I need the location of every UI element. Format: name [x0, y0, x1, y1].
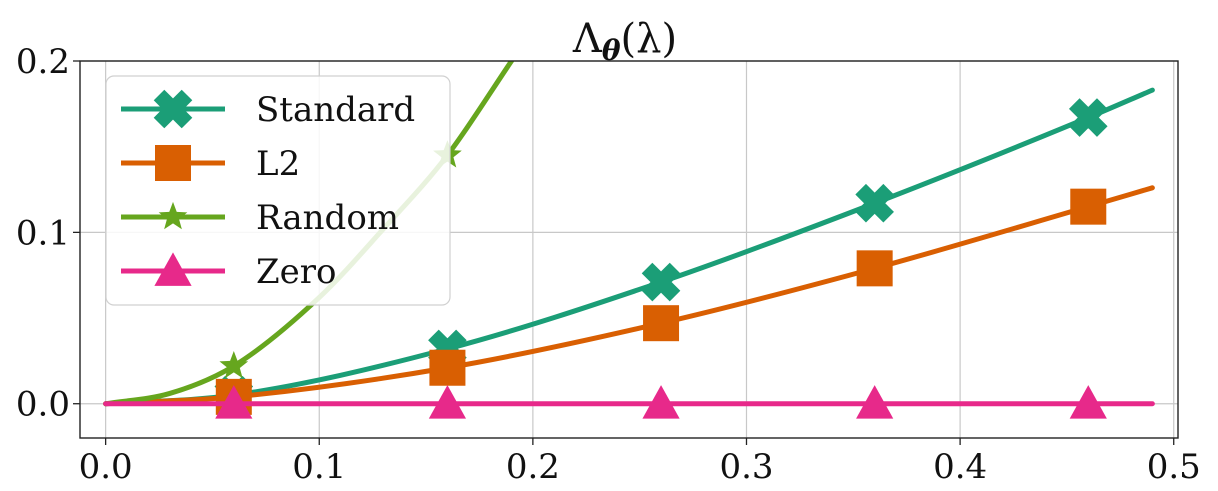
series-l2: [103, 185, 1155, 415]
legend-label: Zero: [256, 252, 336, 292]
marker-random-0: [219, 350, 249, 379]
marker-zero-3: [856, 385, 894, 419]
legend-label: Random: [256, 198, 399, 238]
legend-marker-l2: [155, 145, 191, 181]
legend-item-standard: Standard: [121, 89, 415, 130]
legend: Standard L2 Random Zero: [105, 75, 451, 306]
y-tick-label: 0.1: [16, 213, 70, 253]
legend-label: L2: [256, 144, 300, 184]
legend-item-zero: Zero: [121, 252, 336, 292]
x-tick-label: 0.0: [79, 447, 133, 487]
marker-zero-4: [1069, 385, 1107, 419]
x-tick-label: 0.5: [1147, 447, 1201, 487]
title-base: Λ: [572, 16, 603, 62]
legend-marker-standard: [153, 89, 193, 129]
x-tick-label: 0.3: [719, 447, 773, 487]
axis-ticks: 0.0 0.1 0.2 0.3 0.4 0.5 0.0 0.1 0.2: [16, 42, 1201, 487]
marker-standard-2: [641, 262, 681, 302]
x-tick-label: 0.1: [292, 447, 346, 487]
chart-title: Λθ(λ): [572, 16, 677, 67]
marker-l2-2: [643, 305, 680, 342]
y-tick-label: 0.2: [16, 42, 70, 82]
plot-frame: [79, 60, 1179, 439]
marker-standard-4: [1068, 98, 1108, 137]
legend-marker-zero: [154, 252, 192, 286]
legend-box: [105, 75, 451, 306]
marker-l2-1: [429, 349, 466, 386]
series-zero: [103, 385, 1155, 419]
legend-item-l2: L2: [121, 144, 300, 184]
legend-label: Standard: [256, 90, 415, 130]
marker-standard-3: [855, 183, 894, 223]
title-argument: (λ): [621, 16, 678, 62]
y-tick-label: 0.0: [16, 385, 70, 425]
marker-zero-0: [215, 385, 253, 419]
marker-zero-2: [642, 385, 680, 419]
legend-marker-random: [158, 201, 188, 230]
marker-l2-4: [1070, 188, 1107, 225]
marker-zero-1: [428, 385, 467, 419]
title-subscript: θ: [602, 34, 621, 67]
legend-item-random: Random: [121, 198, 399, 238]
series-layer: [103, 61, 1155, 419]
marker-l2-3: [856, 250, 893, 287]
x-tick-label: 0.4: [933, 447, 987, 487]
x-tick-label: 0.2: [506, 447, 560, 487]
